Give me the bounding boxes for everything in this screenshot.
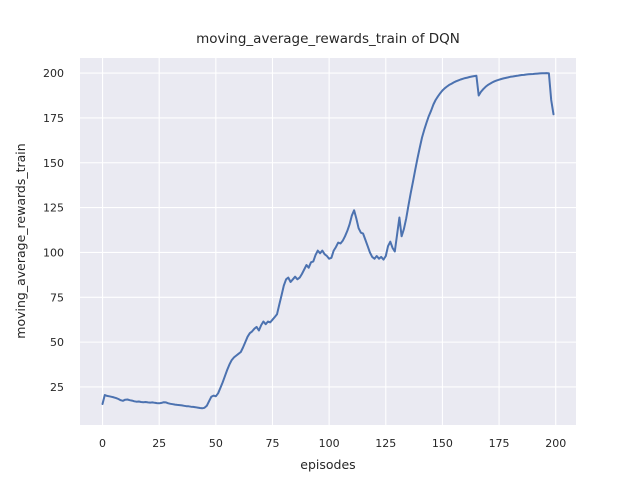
y-tick-label: 175 [43,112,64,125]
y-tick-label: 125 [43,202,64,215]
x-tick-label: 125 [375,437,396,450]
x-tick-label: 50 [209,437,223,450]
plot-area [80,58,576,425]
x-tick-labels: 0 25 50 75 100 125 150 175 200 [99,437,566,450]
dqn-series-line [101,72,555,410]
y-axis-label: moving_average_rewards_train [13,143,28,338]
y-tick-label: 100 [43,246,64,259]
y-tick-labels: 25 50 75 100 125 150 175 200 [43,67,64,394]
x-tick-label: 150 [432,437,453,450]
x-tick-label: 0 [99,437,106,450]
y-tick-label: 150 [43,157,64,170]
y-tick-label: 25 [50,381,64,394]
y-tick-label: 75 [50,291,64,304]
x-tick-label: 25 [152,437,166,450]
x-axis-label: episodes [300,457,355,472]
x-tick-label: 100 [319,437,340,450]
series-group [101,72,555,410]
x-tick-label: 200 [545,437,566,450]
chart-title: moving_average_rewards_train of DQN [196,31,460,47]
x-tick-label: 75 [265,437,279,450]
y-tick-label: 200 [43,67,64,80]
x-tick-label: 175 [489,437,510,450]
y-tick-label: 50 [50,336,64,349]
gridlines [80,58,576,425]
